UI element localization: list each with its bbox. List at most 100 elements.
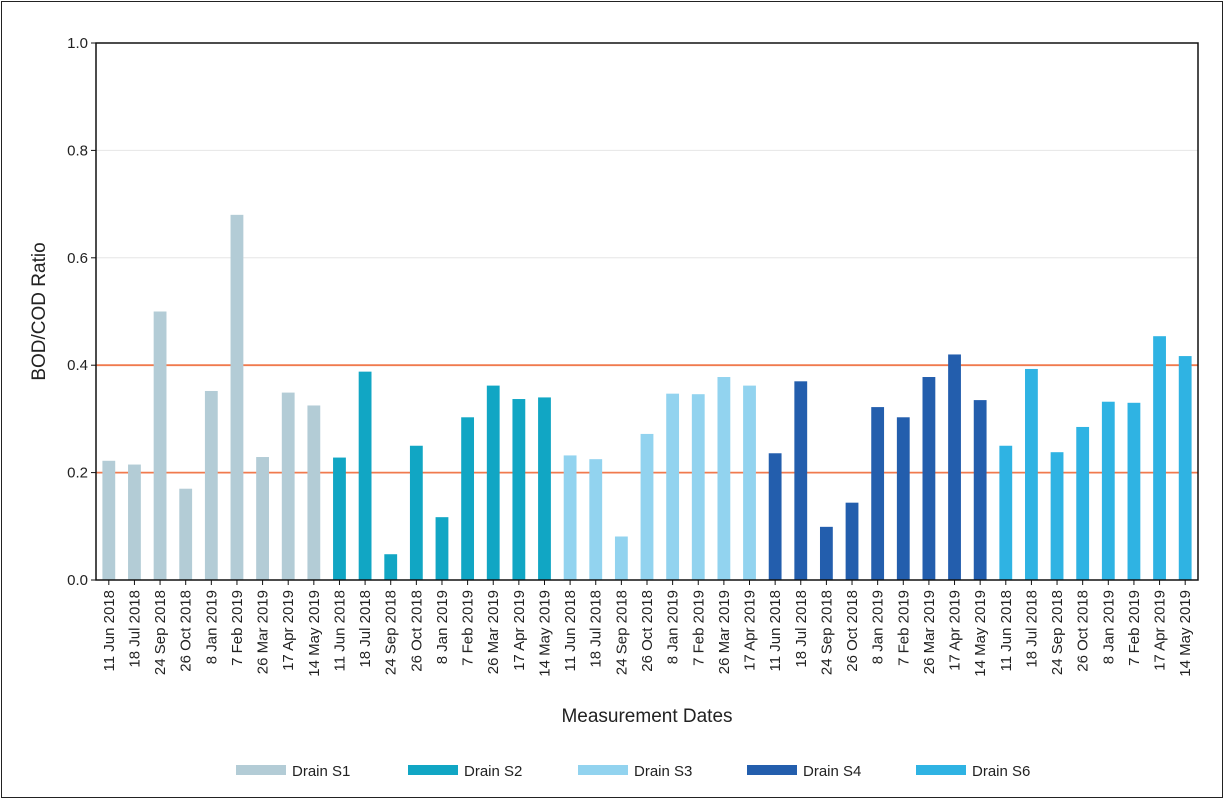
y-tick-label: 0.0 xyxy=(67,572,88,589)
x-tick-label: 17 Apr 2019 xyxy=(742,590,759,671)
legend: Drain S1 Drain S2 Drain S3 Drain S4 Drain S6 xyxy=(236,763,1030,780)
y-axis-title: BOD/COD Ratio xyxy=(29,242,50,380)
bar xyxy=(153,311,167,580)
bar xyxy=(691,394,705,580)
x-tick-label: 26 Mar 2019 xyxy=(255,590,272,674)
x-tick-label: 26 Mar 2019 xyxy=(921,590,938,674)
y-tick-label: 0.6 xyxy=(67,250,88,267)
bar xyxy=(1127,402,1141,580)
y-tick-label: 1.0 xyxy=(67,35,88,52)
x-tick-label: 18 Jul 2018 xyxy=(793,590,810,668)
x-tick-label: 7 Feb 2019 xyxy=(1126,590,1143,666)
x-tick-label: 8 Jan 2019 xyxy=(203,590,220,664)
y-tick-label: 0.8 xyxy=(67,142,88,159)
bar xyxy=(230,214,244,580)
bar xyxy=(743,385,756,580)
bar xyxy=(179,488,193,580)
x-tick-label: 8 Jan 2019 xyxy=(870,590,887,664)
bar xyxy=(845,502,859,580)
x-tick-label: 7 Feb 2019 xyxy=(229,590,246,666)
x-tick-label: 17 Apr 2019 xyxy=(1152,590,1169,671)
bars xyxy=(102,214,1192,580)
bar xyxy=(409,445,423,580)
bar xyxy=(1025,368,1038,580)
bar xyxy=(128,464,141,580)
x-tick-label: 24 Sep 2018 xyxy=(383,590,400,675)
bar xyxy=(102,460,116,580)
legend-label: Drain S4 xyxy=(803,763,861,780)
legend-swatch xyxy=(578,765,628,775)
bar xyxy=(1101,401,1115,580)
x-tick-label: 26 Oct 2018 xyxy=(408,590,425,672)
bar xyxy=(640,433,654,580)
x-tick-label: 17 Apr 2019 xyxy=(511,590,528,671)
x-tick-label: 18 Jul 2018 xyxy=(357,590,374,668)
bar xyxy=(819,526,833,580)
x-tick-label: 24 Sep 2018 xyxy=(152,590,169,675)
bar xyxy=(307,405,321,580)
bar xyxy=(1076,426,1090,580)
x-tick-label: 18 Jul 2018 xyxy=(126,590,143,668)
x-tick-label: 11 Jun 2018 xyxy=(331,590,348,671)
x-tick-label: 11 Jun 2018 xyxy=(767,590,784,671)
bar xyxy=(1050,452,1064,580)
x-tick-label: 14 May 2019 xyxy=(1177,590,1194,677)
bar xyxy=(461,417,475,580)
bar xyxy=(896,417,910,580)
x-tick-label: 26 Oct 2018 xyxy=(639,590,656,672)
bar xyxy=(717,377,731,580)
legend-label: Drain S1 xyxy=(292,763,350,780)
x-tick-label: 26 Mar 2019 xyxy=(716,590,733,674)
x-tick-label: 14 May 2019 xyxy=(306,590,323,677)
bar xyxy=(666,393,680,580)
bar xyxy=(948,354,961,580)
bar xyxy=(1178,356,1192,580)
x-axis-ticks: 11 Jun 2018 18 Jul 2018 24 Sep 2018 26 Oct … xyxy=(101,580,1194,677)
bar xyxy=(563,455,577,580)
x-tick-label: 11 Jun 2018 xyxy=(998,590,1015,671)
x-tick-label: 14 May 2019 xyxy=(536,590,553,677)
x-tick-label: 26 Mar 2019 xyxy=(485,590,502,674)
bar xyxy=(768,453,782,580)
x-tick-label: 11 Jun 2018 xyxy=(562,590,579,671)
y-tick-label: 0.2 xyxy=(67,465,88,482)
x-tick-label: 7 Feb 2019 xyxy=(690,590,707,666)
bar xyxy=(333,457,346,580)
bar xyxy=(384,554,398,580)
x-axis-title: Measurement Dates xyxy=(561,706,732,727)
legend-label: Drain S2 xyxy=(464,763,522,780)
legend-label: Drain S3 xyxy=(634,763,692,780)
legend-swatch xyxy=(916,765,966,775)
x-tick-label: 26 Oct 2018 xyxy=(178,590,195,672)
bar xyxy=(281,392,295,580)
x-tick-label: 24 Sep 2018 xyxy=(613,590,630,675)
bar xyxy=(435,517,449,580)
x-tick-label: 11 Jun 2018 xyxy=(101,590,118,671)
bar xyxy=(358,371,372,580)
bar xyxy=(922,377,936,580)
bar xyxy=(486,385,500,580)
y-axis-ticks: 0.0 0.2 0.4 0.6 0.8 1.0 xyxy=(67,35,96,589)
y-tick-label: 0.4 xyxy=(67,357,88,374)
x-tick-label: 26 Oct 2018 xyxy=(1075,590,1092,672)
bar xyxy=(794,381,808,580)
x-tick-label: 17 Apr 2019 xyxy=(947,590,964,671)
bar xyxy=(589,459,603,580)
x-tick-label: 7 Feb 2019 xyxy=(460,590,477,666)
x-tick-label: 18 Jul 2018 xyxy=(1023,590,1040,668)
legend-swatch xyxy=(408,765,458,775)
x-tick-label: 24 Sep 2018 xyxy=(818,590,835,675)
legend-swatch xyxy=(747,765,797,775)
bar xyxy=(999,445,1013,580)
bar xyxy=(512,399,526,580)
x-tick-label: 14 May 2019 xyxy=(972,590,989,677)
x-tick-label: 18 Jul 2018 xyxy=(588,590,605,668)
bar xyxy=(538,397,551,580)
x-tick-label: 26 Oct 2018 xyxy=(844,590,861,672)
x-tick-label: 8 Jan 2019 xyxy=(1100,590,1117,664)
x-tick-label: 8 Jan 2019 xyxy=(665,590,682,664)
x-tick-label: 7 Feb 2019 xyxy=(895,590,912,666)
bar xyxy=(256,457,269,580)
